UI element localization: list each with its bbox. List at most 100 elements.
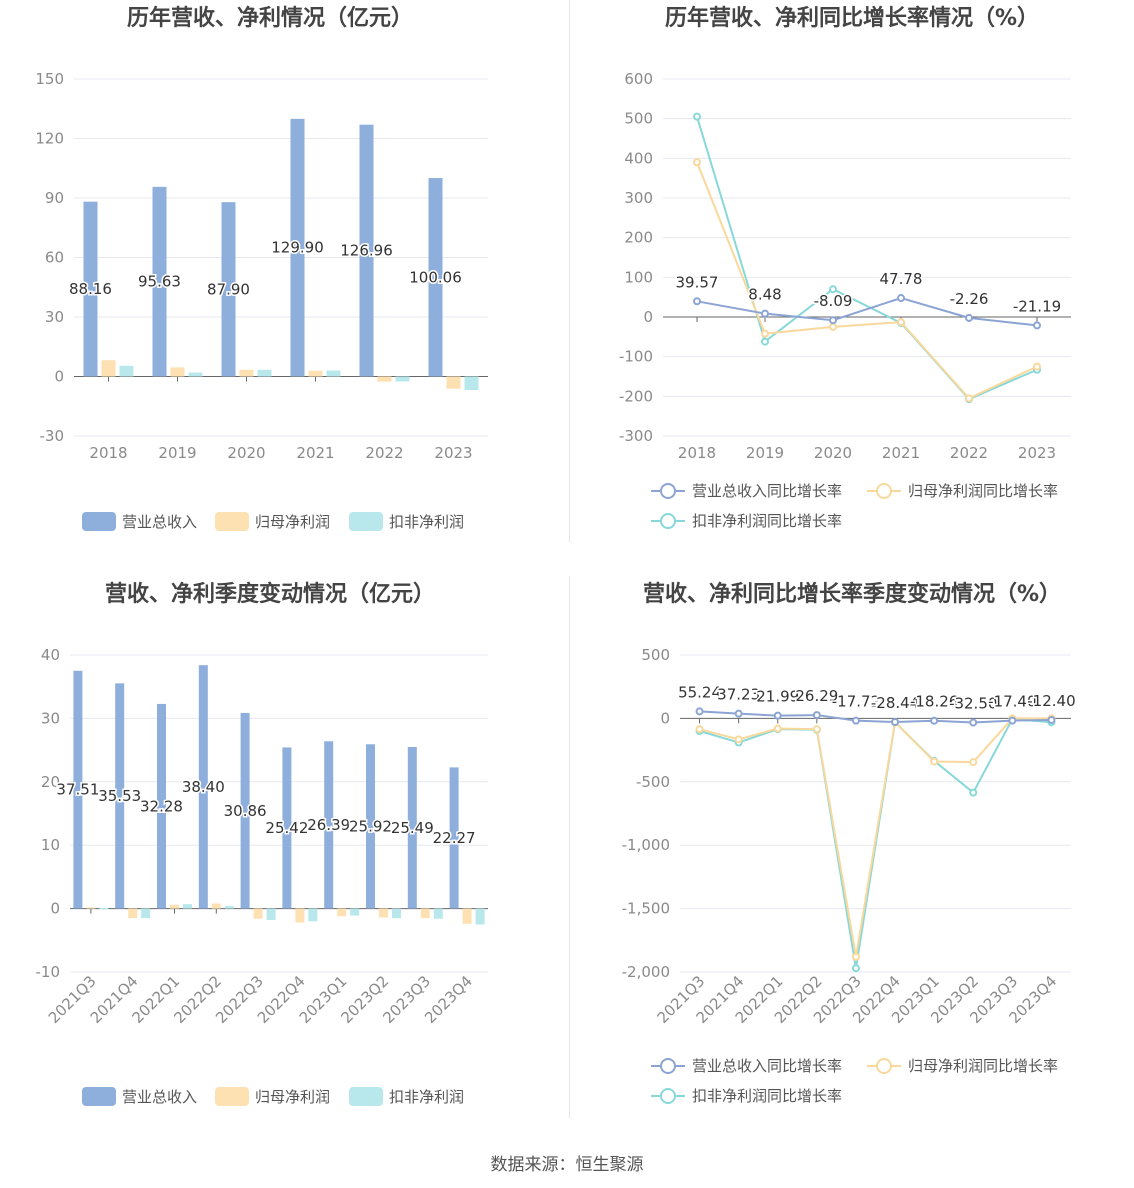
data-label: 25.92 (349, 817, 392, 835)
bar-revenue (359, 124, 374, 377)
chart-title: 营收、净利季度变动情况（亿元） (105, 581, 435, 607)
y-tick-label: -200 (619, 387, 653, 405)
data-label: 39.57 (676, 273, 719, 291)
y-tick-label: 300 (624, 189, 653, 207)
data-label: -12.40 (1027, 692, 1075, 710)
y-tick-label: 0 (54, 368, 64, 386)
data-label: -8.09 (814, 292, 853, 310)
bar-deducted-profit (183, 904, 192, 909)
series-point-net-profit-growth (969, 758, 978, 767)
legend-swatch (349, 1087, 383, 1106)
y-tick-label: -500 (636, 773, 670, 791)
y-tick-label: 90 (45, 189, 64, 207)
bar-revenue (449, 767, 459, 909)
legend-label: 归母净利润同比增长率 (908, 482, 1058, 500)
legend-label: 营业总收入 (122, 513, 197, 531)
series-line-net-profit-growth (699, 717, 1052, 957)
bar-net-profit (170, 904, 179, 909)
legend-marker (660, 1088, 676, 1104)
x-tick-label: 2023 (434, 444, 472, 462)
bar-revenue (290, 118, 305, 377)
legend-swatch (215, 1087, 249, 1106)
y-tick-label: 40 (41, 646, 60, 664)
bar-net-profit (308, 370, 323, 377)
chart-panel-quarterly-amounts: 营收、净利季度变动情况（亿元） -10 0 10 20 30 40 2021Q3 2021Q4 2… (0, 575, 567, 1150)
series-point-net-profit-growth (695, 725, 704, 734)
data-label: 25.42 (265, 819, 308, 837)
series-point-revenue-growth (734, 709, 743, 718)
data-label: 37.23 (717, 686, 760, 704)
bar-net-profit (101, 360, 116, 377)
y-tick-label: 0 (50, 900, 60, 918)
data-label: 35.53 (98, 787, 141, 805)
series-point-revenue-growth (965, 313, 973, 322)
data-label: -17.72 (832, 693, 880, 711)
bar-net-profit (420, 908, 430, 919)
y-tick-label: 500 (624, 110, 653, 128)
legend-marker (876, 483, 892, 499)
data-label: -32.50 (949, 695, 997, 713)
bar-revenue (221, 202, 236, 377)
series-line-revenue-growth (699, 710, 1052, 724)
bar-revenue (157, 703, 166, 909)
chart-title: 历年营收、净利同比增长率情况（%） (665, 5, 1039, 31)
series-line-net-profit-growth (696, 161, 1038, 400)
y-tick-label: 200 (624, 229, 653, 247)
series-point-revenue-growth (812, 711, 821, 720)
chart-title: 历年营收、净利情况（亿元） (127, 5, 413, 31)
bar-revenue (73, 670, 83, 909)
bar-deducted-profit (464, 376, 479, 390)
series-point-net-profit-growth (693, 158, 701, 167)
bar-deducted-profit (395, 376, 410, 382)
x-tick-label: 2022 (365, 444, 403, 462)
data-label: 26.39 (307, 816, 350, 834)
series-point-revenue-growth (891, 718, 900, 727)
data-label: 95.63 (138, 273, 181, 291)
series-point-net-profit-growth (930, 757, 939, 766)
bar-revenue (240, 712, 250, 909)
legend-label: 营业总收入同比增长率 (692, 482, 842, 500)
data-label: 25.49 (391, 819, 434, 837)
bar-net-profit (295, 908, 305, 923)
legend-marker (660, 483, 676, 499)
bar-deducted-profit (119, 365, 134, 377)
series-point-revenue-growth (693, 297, 701, 306)
bar-revenue (152, 186, 167, 377)
bar-net-profit (379, 908, 388, 918)
data-label: 55.24 (678, 683, 721, 701)
y-tick-label: -300 (619, 427, 653, 445)
series-point-revenue-growth (1008, 716, 1017, 725)
x-tick-label: 2023 (1018, 444, 1056, 462)
legend-swatch (82, 1087, 116, 1106)
y-tick-label: -10 (36, 963, 61, 981)
bar-deducted-profit (433, 908, 443, 919)
bar-deducted-profit (224, 906, 234, 909)
chart-panel-quarterly-growth: 营收、净利同比增长率季度变动情况（%） -2,000 -1,500 -1,000 -50… (567, 575, 1134, 1150)
series-point-revenue-growth (1033, 321, 1041, 330)
legend-label: 扣非净利润 (389, 513, 464, 531)
legend-label: 营业总收入 (122, 1088, 197, 1106)
bar-net-profit (377, 376, 392, 382)
y-tick-label: 0 (660, 709, 670, 727)
legend-label: 归母净利润 (255, 1088, 330, 1106)
bar-revenue (282, 747, 292, 909)
data-label: 21.99 (756, 688, 799, 706)
bar-revenue (83, 201, 98, 377)
chart-title: 营收、净利同比增长率季度变动情况（%） (643, 581, 1061, 607)
series-point-revenue-growth (829, 316, 837, 325)
y-tick-label: 150 (35, 70, 64, 88)
chart-quarterly-amounts: 营收、净利季度变动情况（亿元）-100102030402021Q32021Q42… (36, 581, 488, 1106)
bar-revenue (428, 178, 443, 377)
data-label: 22.27 (433, 829, 476, 847)
data-label: -28.44 (871, 694, 919, 712)
bar-net-profit (86, 907, 96, 909)
data-label: -21.19 (1013, 297, 1061, 315)
series-point-revenue-growth (851, 716, 860, 725)
series-point-revenue-growth (773, 711, 782, 720)
y-tick-label: -100 (619, 348, 653, 366)
legend-label: 扣非净利润 (389, 1088, 464, 1106)
y-tick-label: 0 (643, 308, 653, 326)
y-tick-label: 400 (624, 149, 653, 167)
y-tick-label: 30 (45, 308, 64, 326)
y-tick-label: 600 (624, 70, 653, 88)
